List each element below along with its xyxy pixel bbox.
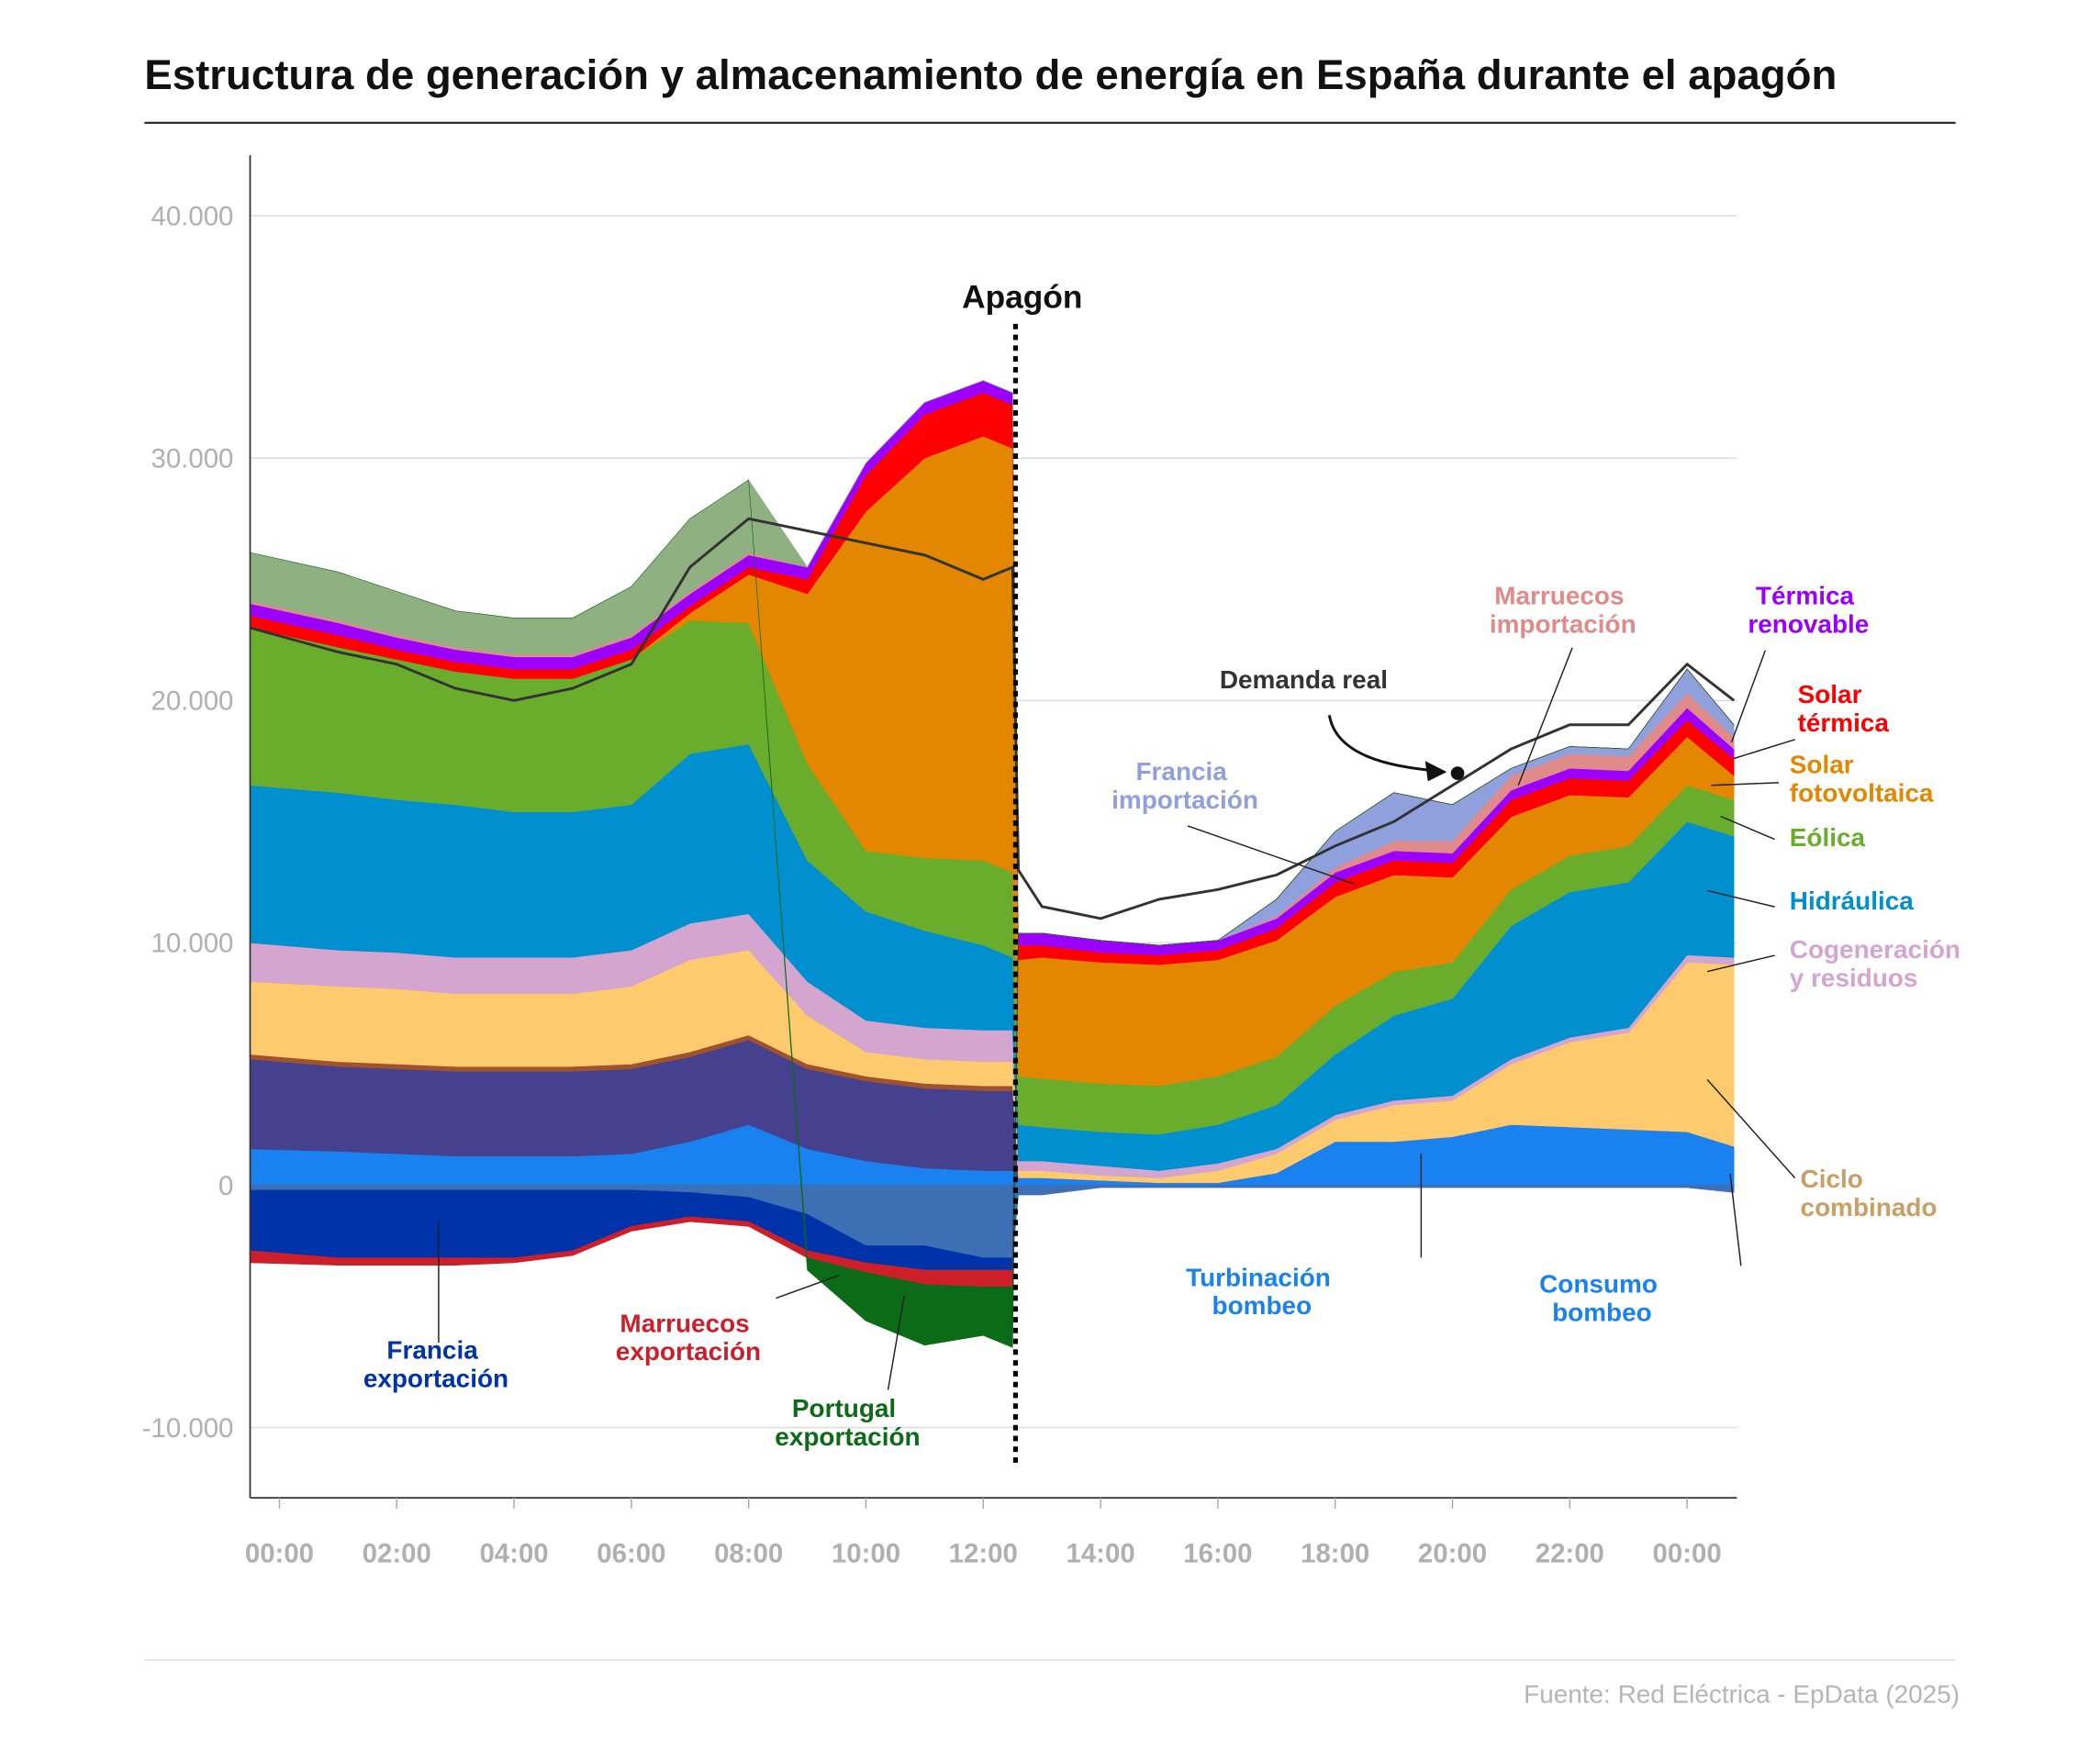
- x-tick-label: 22:00: [1536, 1539, 1604, 1569]
- label-line: fotovoltaica: [1790, 778, 1934, 807]
- label-line: Marruecos: [620, 1309, 756, 1337]
- demand-dot: [1450, 766, 1465, 780]
- x-tick-label: 14:00: [1067, 1539, 1135, 1569]
- x-tick-label: 12:00: [949, 1539, 1018, 1569]
- x-tick-label: 20:00: [1418, 1539, 1487, 1569]
- x-tick-label: 02:00: [363, 1539, 431, 1569]
- y-tick-label: 10.000: [151, 929, 233, 959]
- series-label: Francia importación: [1111, 757, 1258, 814]
- x-tick-label: 06:00: [597, 1539, 665, 1569]
- y-tick-label: 30.000: [151, 444, 233, 474]
- leader-line: [1706, 889, 1775, 908]
- leader-line: [1517, 647, 1573, 786]
- label-line: bombeo: [1552, 1299, 1652, 1327]
- leader-line: [1720, 815, 1775, 841]
- area: [250, 479, 1735, 1348]
- label-line: Turbinación: [1186, 1263, 1337, 1291]
- series-label: Marruecos importación: [1490, 582, 1636, 639]
- label-line: Solar: [1798, 680, 1870, 708]
- series-label: Solar térmica: [1798, 680, 1890, 737]
- leader-line: [1730, 650, 1767, 742]
- label-line: térmica: [1798, 708, 1890, 737]
- leader-line: [1729, 1174, 1742, 1266]
- x-tick-label: 10:00: [832, 1539, 900, 1569]
- series-label: Turbinación bombeo: [1186, 1263, 1337, 1320]
- label-line: importación: [1111, 786, 1258, 814]
- series-label: Portugal exportación: [775, 1394, 920, 1451]
- x-tick-label: 00:00: [245, 1539, 314, 1569]
- label-line: Francia: [1135, 757, 1234, 786]
- leader-line: [887, 1295, 905, 1390]
- label-line: bombeo: [1212, 1291, 1312, 1320]
- x-tick-label: 16:00: [1183, 1539, 1252, 1569]
- demand-line: [250, 517, 1736, 920]
- label-line: y residuos: [1790, 964, 1918, 992]
- y-tick-label: 20.000: [151, 686, 233, 717]
- label-line: renovable: [1748, 610, 1869, 639]
- leader-line: [1711, 782, 1780, 786]
- label-line: Cogeneración: [1790, 935, 1968, 964]
- source: Fuente: Red Eléctrica - EpData (2025): [1524, 1680, 1960, 1709]
- leader-line: [776, 1274, 840, 1299]
- series-label: Eólica: [1790, 823, 1866, 852]
- label-line: Consumo: [1539, 1270, 1665, 1299]
- series-label: Francia exportación: [363, 1336, 508, 1393]
- label-line: Solar: [1790, 751, 1861, 779]
- label-line: exportación: [775, 1422, 920, 1451]
- series-label: Ciclo combinado: [1801, 1165, 1938, 1221]
- label-line: combinado: [1801, 1193, 1938, 1221]
- label-line: exportación: [363, 1365, 508, 1393]
- label-line: Ciclo: [1801, 1165, 1871, 1193]
- series-label: Hidráulica: [1790, 887, 1914, 915]
- series-label: Demanda real: [1220, 665, 1388, 694]
- x-tick-label: 00:00: [1653, 1539, 1722, 1569]
- y-tick-label: 40.000: [151, 201, 233, 231]
- label-line: importación: [1490, 610, 1636, 639]
- chart-title: Estructura de generación y almacenamient…: [144, 51, 1837, 98]
- y-tick-label: -10.000: [142, 1413, 234, 1444]
- x-tick-label: 08:00: [714, 1539, 783, 1569]
- leader-line: [1706, 1078, 1796, 1179]
- leader-line: [1734, 739, 1795, 760]
- series-label: Marruecos exportación: [616, 1309, 761, 1366]
- blackout-label: Apagón: [962, 279, 1082, 315]
- x-tick-label: 04:00: [479, 1539, 548, 1569]
- series-label: Consumo bombeo: [1539, 1270, 1665, 1327]
- leader-line: [1187, 825, 1355, 885]
- label-line: Marruecos: [1494, 582, 1631, 610]
- label-line: Térmica: [1756, 582, 1861, 610]
- label-line: exportación: [616, 1337, 761, 1366]
- label-line: Francia: [386, 1336, 485, 1365]
- y-tick-label: 0: [218, 1171, 233, 1201]
- series-label: Cogeneración y residuos: [1790, 935, 1968, 992]
- arrow-head: [1424, 761, 1447, 782]
- leader-line: [1706, 954, 1775, 973]
- series-label: Térmica renovable: [1748, 582, 1869, 639]
- series-label: Solar fotovoltaica: [1790, 751, 1934, 808]
- x-tick-label: 18:00: [1301, 1539, 1369, 1569]
- label-line: Portugal: [792, 1394, 903, 1422]
- demand-arrow: [1327, 715, 1434, 773]
